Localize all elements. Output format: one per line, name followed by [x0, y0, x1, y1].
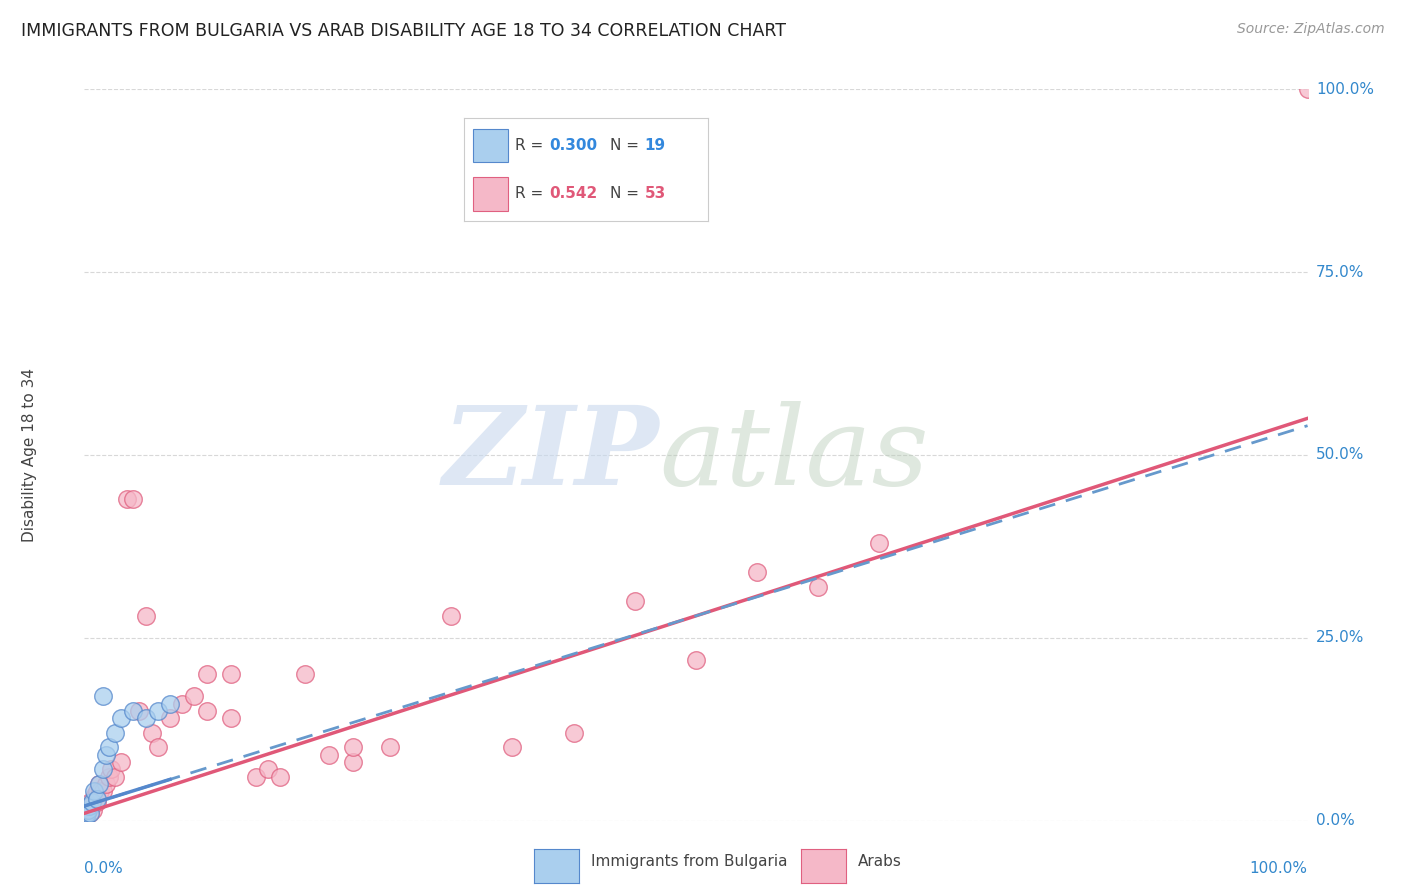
Point	[76, 806, 98, 821]
Point	[110, 711, 132, 725]
Text: Source: ZipAtlas.com: Source: ZipAtlas.com	[1237, 22, 1385, 37]
Point	[87, 777, 110, 791]
Point	[104, 770, 127, 784]
Text: Arabs: Arabs	[858, 855, 901, 869]
Point	[128, 704, 150, 718]
Point	[104, 726, 127, 740]
Point	[110, 755, 132, 769]
Point	[183, 690, 205, 704]
Point	[79, 796, 101, 810]
Point	[77, 803, 100, 817]
Bar	[474, 128, 508, 162]
Point	[342, 755, 364, 769]
Point	[89, 784, 111, 798]
Text: 0.0%: 0.0%	[84, 861, 124, 876]
Text: Disability Age 18 to 34: Disability Age 18 to 34	[22, 368, 37, 542]
Point	[440, 608, 463, 623]
Point	[219, 667, 242, 681]
Text: N =: N =	[610, 137, 644, 153]
Point	[501, 740, 523, 755]
Text: N =: N =	[610, 186, 644, 201]
Text: Immigrants from Bulgaria: Immigrants from Bulgaria	[591, 855, 787, 869]
Point	[141, 726, 163, 740]
Point	[80, 796, 103, 810]
Point	[84, 788, 107, 802]
Point	[83, 791, 105, 805]
Point	[82, 803, 104, 817]
Point	[115, 491, 138, 506]
Point	[172, 697, 194, 711]
Point	[257, 763, 280, 777]
Point	[135, 711, 157, 725]
Text: R =: R =	[515, 186, 548, 201]
Point	[807, 580, 830, 594]
Point	[318, 747, 340, 762]
Point	[87, 777, 110, 791]
Point	[86, 784, 108, 798]
Point	[269, 770, 291, 784]
Text: 75.0%: 75.0%	[1316, 265, 1364, 279]
Text: 19: 19	[644, 137, 665, 153]
Point	[219, 711, 242, 725]
Point	[294, 667, 316, 681]
Point	[97, 770, 120, 784]
Point	[75, 810, 97, 824]
Point	[75, 806, 97, 821]
Point	[342, 740, 364, 755]
Text: IMMIGRANTS FROM BULGARIA VS ARAB DISABILITY AGE 18 TO 34 CORRELATION CHART: IMMIGRANTS FROM BULGARIA VS ARAB DISABIL…	[21, 22, 786, 40]
Point	[86, 791, 108, 805]
Point	[380, 740, 402, 755]
Point	[1296, 82, 1319, 96]
Text: 53: 53	[644, 186, 666, 201]
Text: ZIP: ZIP	[443, 401, 659, 508]
Text: 100.0%: 100.0%	[1250, 861, 1308, 876]
Point	[77, 799, 100, 814]
Text: 100.0%: 100.0%	[1316, 82, 1374, 96]
Point	[195, 704, 218, 718]
Point	[747, 565, 769, 579]
Point	[96, 777, 118, 791]
Point	[245, 770, 267, 784]
Text: 25.0%: 25.0%	[1316, 631, 1364, 645]
Text: atlas: atlas	[659, 401, 929, 508]
Point	[97, 740, 120, 755]
Point	[685, 653, 707, 667]
Point	[77, 799, 100, 814]
Point	[86, 796, 108, 810]
Point	[122, 704, 145, 718]
Point	[195, 667, 218, 681]
Bar	[474, 177, 508, 211]
Point	[77, 803, 100, 817]
Point	[76, 799, 98, 814]
Point	[79, 806, 101, 821]
Text: 0.542: 0.542	[550, 186, 598, 201]
Point	[96, 747, 118, 762]
Point	[122, 491, 145, 506]
Point	[80, 799, 103, 814]
Point	[76, 806, 98, 821]
Text: 0.0%: 0.0%	[1316, 814, 1354, 828]
Point	[146, 704, 169, 718]
Text: 50.0%: 50.0%	[1316, 448, 1364, 462]
Point	[135, 608, 157, 623]
Point	[624, 594, 647, 608]
Point	[562, 726, 585, 740]
Point	[159, 697, 181, 711]
Point	[91, 690, 114, 704]
Point	[91, 763, 114, 777]
Point	[159, 711, 181, 725]
Point	[146, 740, 169, 755]
Text: 0.300: 0.300	[550, 137, 598, 153]
Point	[79, 806, 101, 821]
Text: R =: R =	[515, 137, 548, 153]
Point	[869, 535, 891, 549]
Point	[100, 763, 122, 777]
Point	[83, 784, 105, 798]
Point	[91, 784, 114, 798]
Point	[77, 799, 100, 814]
Point	[75, 810, 97, 824]
